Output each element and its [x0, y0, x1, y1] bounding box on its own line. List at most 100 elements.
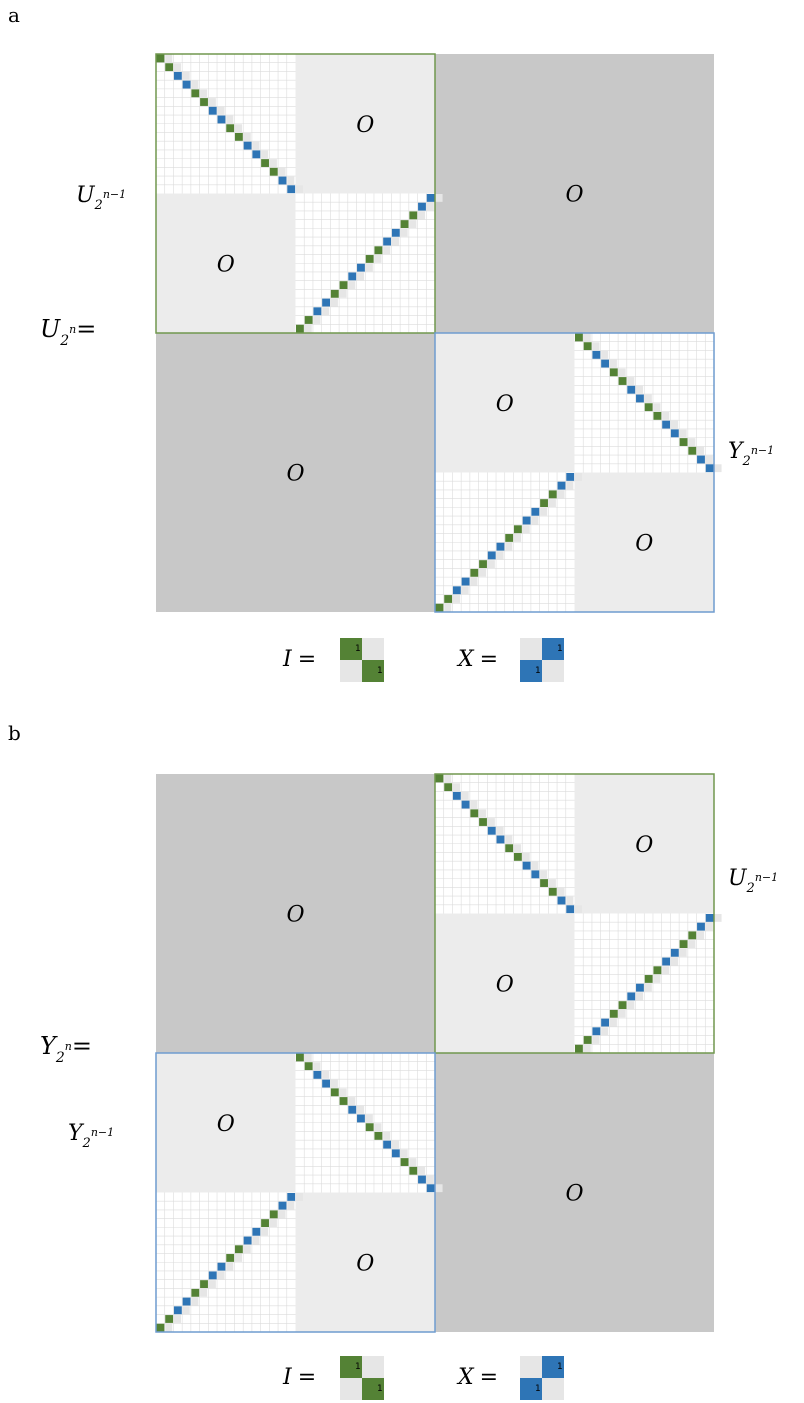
- y-sub-block-border: [434, 332, 715, 613]
- y-sub-block-detail-entry: [313, 1070, 322, 1079]
- u-sub-block-detail-entry: [487, 826, 496, 835]
- u-sub-block-detail-entry: [313, 307, 322, 316]
- y-sub-block-detail-entry-shade: [479, 568, 487, 577]
- u-sub-block-detail-entry: [479, 818, 487, 826]
- u-sub-block-detail-entry-shade: [653, 975, 661, 983]
- u-sub-block-detail-entry-shade: [226, 115, 234, 124]
- panel-b-top-block-label: U2n−1: [728, 866, 778, 896]
- legend-b-identity-label: I =: [282, 1365, 316, 1390]
- outer-zero-label: O: [286, 903, 304, 928]
- legend-b-x-label: X =: [456, 1365, 498, 1390]
- u-sub-block-detail-entry-shade: [217, 106, 225, 115]
- legend-one-label: 1: [377, 666, 383, 676]
- y-sub-block-detail-entry-shade: [435, 1184, 443, 1193]
- y-sub-block-detail-entry-shade: [714, 464, 722, 473]
- u-sub-block-detail-entry: [496, 835, 505, 844]
- u-sub-block-detail-entry-shade: [365, 263, 373, 272]
- y-sub-block-detail-entry: [653, 411, 662, 420]
- y-sub-block-detail-entry-shade: [557, 490, 565, 499]
- u-sub-block-detail-entry: [557, 896, 566, 905]
- u-sub-block-detail-entry-shade: [208, 98, 216, 106]
- y-sub-block-detail-entry-shade: [513, 534, 522, 542]
- u-sub-block-detail-entry-shade: [383, 246, 391, 255]
- u-sub-block-zero-label: O: [217, 252, 235, 277]
- u-sub-block-zero: [156, 193, 296, 333]
- u-sub-block-detail-entry-shade: [234, 124, 243, 133]
- y-sub-block-detail-entry-shade: [252, 1236, 260, 1245]
- y-sub-block-detail-entry-shade: [234, 1254, 243, 1262]
- y-sub-block-detail-entry-shade: [470, 577, 478, 586]
- y-sub-block-detail-entry-shade: [296, 1193, 304, 1201]
- u-sub-block-detail-entry-shade: [322, 307, 330, 316]
- panel-a-lhs-label: U2n=: [40, 315, 96, 349]
- y-sub-block-zero-label: O: [217, 1112, 235, 1137]
- legend-cell: [542, 1378, 564, 1400]
- u-sub-block-detail-entry-shade: [313, 316, 321, 324]
- y-sub-block-detail-entry-shade: [426, 1175, 434, 1184]
- u-sub-block-detail-entry: [409, 211, 418, 220]
- u-sub-block-border: [155, 53, 436, 334]
- y-sub-block-detail-entry: [165, 1315, 174, 1323]
- y-sub-block-detail-entry: [383, 1140, 392, 1149]
- u-sub-block-detail: [156, 54, 304, 194]
- y-sub-block-detail-entry-shade: [217, 1271, 225, 1280]
- u-sub-block-detail-entry-shade: [679, 948, 687, 957]
- legend-cell: [362, 638, 384, 660]
- legend-cell: [520, 660, 542, 682]
- u-sub-block-detail-entry: [191, 89, 200, 98]
- u-sub-block-detail-entry: [435, 774, 444, 783]
- y-sub-block-detail-entry-shade: [173, 1315, 181, 1323]
- u-sub-block-detail-entry-shade: [513, 844, 522, 853]
- y-sub-block-detail-entry-shade: [200, 1288, 208, 1297]
- legend-cell: [542, 660, 564, 682]
- legend-one-label: 1: [377, 1384, 383, 1394]
- u-sub-block-detail-entry-shade: [374, 255, 382, 263]
- legend-b-identity-matrix: 11: [340, 1356, 384, 1400]
- u-sub-block-detail-entry-shade: [670, 957, 678, 966]
- y-sub-block-detail-entry: [697, 455, 705, 464]
- u-sub-block-detail-entry: [269, 167, 278, 176]
- u-sub-block-detail-entry: [461, 800, 470, 809]
- y-sub-block-detail-entry-shade: [522, 525, 530, 534]
- y-sub-block-detail-entry-shade: [566, 481, 574, 490]
- y-sub-block-detail-entry-shade: [653, 403, 661, 412]
- y-sub-block-detail-entry: [182, 1297, 191, 1306]
- u-sub-block-detail-entry-shade: [548, 879, 556, 887]
- y-sub-block-detail-entry-shade: [583, 333, 591, 342]
- outer-zero-label: O: [565, 183, 583, 208]
- u-sub-block-detail-entry: [208, 106, 217, 115]
- y-sub-block-detail-entry-shade: [601, 350, 609, 359]
- y-sub-block-detail-entry: [426, 1184, 435, 1193]
- y-sub-block-detail-entry-shade: [313, 1062, 321, 1071]
- u-sub-block-detail-entry-shade: [409, 220, 417, 229]
- u-sub-block-detail-entry-shade: [601, 1027, 609, 1036]
- y-sub-block-zero: [435, 333, 575, 473]
- u-sub-block-detail-entry-shade: [287, 176, 295, 185]
- u-sub-block-detail-entry-shade: [540, 870, 548, 879]
- u-sub-block-detail-entry: [287, 185, 296, 194]
- y-sub-block-detail-entry: [705, 464, 714, 473]
- y-sub-block-detail-entry: [296, 1053, 304, 1062]
- y-sub-block-detail-entry: [487, 551, 496, 560]
- legend-cell: [520, 638, 542, 660]
- legend-a-identity-matrix: 11: [340, 638, 384, 682]
- y-sub-block-detail-entry: [200, 1280, 208, 1289]
- y-sub-block-detail-entry: [322, 1079, 331, 1088]
- y-sub-block-detail-entry: [348, 1105, 357, 1114]
- y-sub-block-zero: [295, 1192, 435, 1332]
- u-sub-block-detail-entry: [522, 861, 531, 870]
- u-sub-block-detail-entry-shade: [191, 80, 199, 89]
- u-sub-block-detail-entry: [383, 237, 392, 246]
- u-sub-block-detail-entry-shade: [688, 940, 696, 949]
- u-sub-block-detail-entry: [505, 844, 514, 853]
- y-sub-block-detail-entry-shade: [243, 1245, 251, 1254]
- outer-zero-label: O: [286, 462, 304, 487]
- y-sub-block-detail: [435, 472, 583, 612]
- u-sub-block-detail-entry: [165, 63, 174, 72]
- y-sub-block-detail-entry: [173, 1306, 182, 1315]
- u-sub-block-detail-entry-shade: [714, 914, 722, 922]
- u-sub-block-detail-entry: [670, 948, 679, 957]
- u-sub-block-detail-entry-shade: [173, 63, 181, 72]
- u-sub-block-detail-entry-shade: [418, 211, 426, 220]
